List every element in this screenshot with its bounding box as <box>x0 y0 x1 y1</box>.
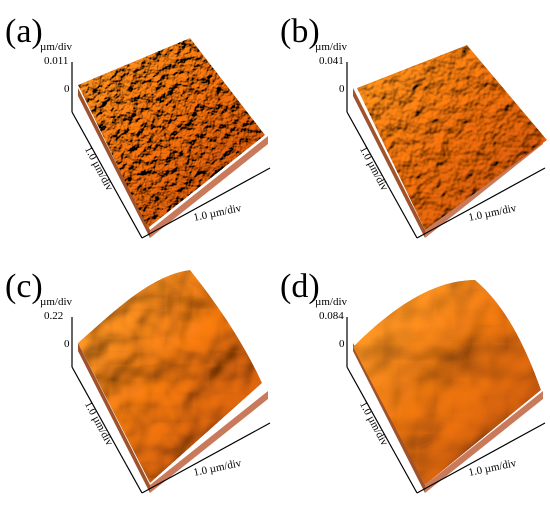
z-max: 0.22 <box>44 310 63 322</box>
z-unit: µm/div <box>40 41 73 53</box>
x-axis-label: 1.0 µm/div <box>192 457 242 479</box>
panel-label: (c) <box>5 268 43 305</box>
surface-wall <box>425 391 543 493</box>
afm-panel: (b)µm/div 0.041 0 1.0 µm/div 1.0 µm/div <box>280 13 547 239</box>
z-unit: µm/div <box>315 296 348 308</box>
panel-label: (d) <box>280 268 320 305</box>
z-unit: µm/div <box>40 296 73 308</box>
z-unit: µm/div <box>315 41 348 53</box>
surface-wall <box>353 88 425 238</box>
y-axis-label: 1.0 µm/div <box>82 399 116 448</box>
surface-wall <box>150 391 268 493</box>
x-axis <box>416 167 546 239</box>
z-zero: 0 <box>64 83 70 95</box>
y-axis-label: 1.0 µm/div <box>82 144 116 193</box>
y-axis <box>346 111 418 239</box>
x-axis <box>141 422 271 494</box>
y-axis <box>71 111 143 239</box>
x-axis-label: 1.0 µm/div <box>467 457 517 479</box>
afm-surface <box>78 270 262 483</box>
afm-surface <box>357 45 547 230</box>
z-zero: 0 <box>339 338 345 350</box>
afm-surface <box>353 280 541 485</box>
surface-wall <box>78 343 150 493</box>
z-zero: 0 <box>64 338 70 350</box>
x-axis <box>141 167 271 239</box>
y-axis <box>71 366 143 494</box>
z-max: 0.041 <box>319 55 344 67</box>
x-axis-label: 1.0 µm/div <box>467 202 517 224</box>
x-axis-label: 1.0 µm/div <box>192 202 242 224</box>
x-axis <box>416 422 546 494</box>
z-max: 0.084 <box>319 310 344 322</box>
surface-wall <box>78 88 150 238</box>
surface-wall <box>150 136 268 238</box>
afm-panel: (c)µm/div 0.22 0 1.0 µm/div 1.0 µm/div <box>5 268 271 494</box>
panel-label: (b) <box>280 13 320 50</box>
afm-surface <box>78 38 265 228</box>
afm-panel: (a)µm/div 0.011 0 1.0 µm/div 1.0 µm/div <box>5 13 271 239</box>
panel-label: (a) <box>5 13 43 50</box>
y-axis-label: 1.0 µm/div <box>357 144 391 193</box>
z-max: 0.011 <box>44 55 68 67</box>
z-zero: 0 <box>339 83 345 95</box>
y-axis <box>346 366 418 494</box>
